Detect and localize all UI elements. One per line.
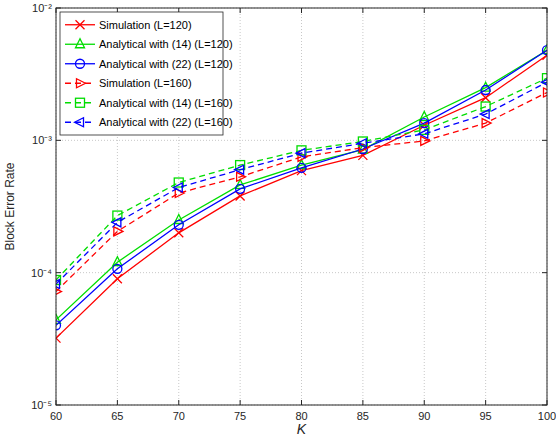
plot-area <box>56 8 547 405</box>
point <box>296 149 305 158</box>
legend-label: Analytical with (14) (L=120) <box>99 38 233 50</box>
grid-line <box>301 8 302 405</box>
tick <box>542 272 547 273</box>
frame <box>56 8 547 405</box>
grid-line <box>424 8 425 405</box>
legend-marker <box>77 79 86 88</box>
point <box>174 220 183 229</box>
point <box>357 139 366 148</box>
point <box>56 334 61 343</box>
point <box>480 110 489 119</box>
tick <box>301 8 302 13</box>
point <box>543 46 548 55</box>
y-tick-label: 10⁻² <box>32 2 52 14</box>
tick <box>301 400 302 405</box>
legend-label: Analytical with (22) (L=120) <box>99 58 233 70</box>
point <box>56 321 61 330</box>
grid-line <box>56 272 547 273</box>
legend-label: Simulation (L=160) <box>99 77 192 89</box>
legend-line <box>65 102 95 103</box>
tick <box>240 400 241 405</box>
tick <box>56 272 61 273</box>
series-line <box>56 78 547 280</box>
x-tick-label: 65 <box>111 410 123 422</box>
point <box>235 165 244 174</box>
grid <box>56 8 547 405</box>
tick <box>424 400 425 405</box>
legend-marker <box>75 118 84 127</box>
legend-line <box>65 122 95 123</box>
grid-line <box>240 8 241 405</box>
point <box>544 88 548 97</box>
y-axis-label: Block Error Rate <box>3 162 17 250</box>
tick <box>362 400 363 405</box>
tick <box>56 140 61 141</box>
x-tick-label: 75 <box>234 410 246 422</box>
point <box>56 280 60 289</box>
legend-line <box>65 63 95 64</box>
legend-marker <box>76 39 85 48</box>
x-axis-label: K <box>297 421 307 437</box>
y-tick-label: 10⁻⁵ <box>31 399 52 411</box>
point <box>173 183 182 192</box>
y-tick-label: 10⁻³ <box>32 134 52 146</box>
legend-marker <box>76 59 85 68</box>
point <box>419 129 428 138</box>
legend-label: Analytical with (14) (L=160) <box>99 97 233 109</box>
point <box>482 119 491 128</box>
tick <box>485 400 486 405</box>
tick <box>485 8 486 13</box>
legend: Simulation (L=120) Analytical with (14) (… <box>60 12 233 135</box>
tick <box>424 8 425 13</box>
legend-label: Analytical with (22) (L=160) <box>99 116 233 128</box>
x-tick-label: 95 <box>480 410 492 422</box>
point <box>297 163 306 172</box>
series-line <box>56 55 547 338</box>
legend-marker <box>76 98 85 107</box>
legend-marker <box>76 20 85 29</box>
point <box>112 218 121 227</box>
point <box>481 86 490 95</box>
y-tick-label: 10⁻⁴ <box>31 267 52 279</box>
grid-line <box>56 140 547 141</box>
point <box>542 78 548 87</box>
x-tick-label: 100 <box>538 410 556 422</box>
x-tick-label: 60 <box>50 410 62 422</box>
tick <box>362 8 363 13</box>
x-tick-label: 90 <box>418 410 430 422</box>
tick <box>240 8 241 13</box>
grid-line <box>362 8 363 405</box>
tick <box>542 140 547 141</box>
point <box>113 264 122 273</box>
legend-label: Simulation (L=120) <box>99 19 192 31</box>
point <box>420 119 429 128</box>
tick <box>117 400 118 405</box>
x-tick-label: 70 <box>173 410 185 422</box>
legend-line <box>65 44 95 45</box>
grid-line <box>485 8 486 405</box>
series-line <box>56 92 547 291</box>
point <box>113 274 122 283</box>
tick <box>178 400 179 405</box>
legend-line <box>65 83 95 84</box>
point <box>236 184 245 193</box>
point <box>114 227 123 236</box>
x-tick-label: 85 <box>357 410 369 422</box>
chart: 606570758085909510010⁻⁵10⁻⁴10⁻³10⁻²KBloc… <box>0 0 556 440</box>
